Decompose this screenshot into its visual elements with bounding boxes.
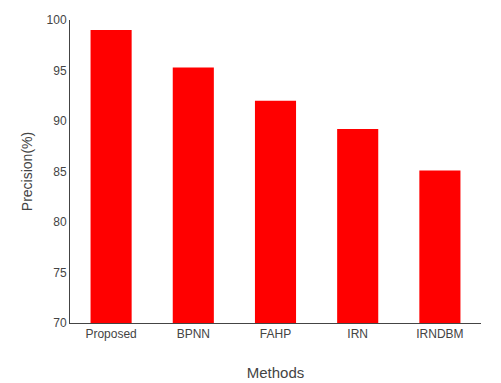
svg-text:IRNDBM: IRNDBM (416, 327, 463, 341)
svg-text:Methods: Methods (247, 364, 305, 381)
svg-text:70: 70 (53, 316, 67, 330)
svg-text:Proposed: Proposed (85, 327, 136, 341)
svg-text:100: 100 (47, 13, 67, 27)
svg-text:BPNN: BPNN (177, 327, 210, 341)
svg-text:90: 90 (53, 114, 67, 128)
svg-text:75: 75 (53, 266, 67, 280)
svg-text:FAHP: FAHP (260, 327, 291, 341)
svg-text:95: 95 (53, 64, 67, 78)
svg-text:IRN: IRN (347, 327, 368, 341)
svg-text:80: 80 (53, 215, 67, 229)
svg-text:85: 85 (53, 165, 67, 179)
svg-text:Precision(%): Precision(%) (19, 132, 35, 211)
